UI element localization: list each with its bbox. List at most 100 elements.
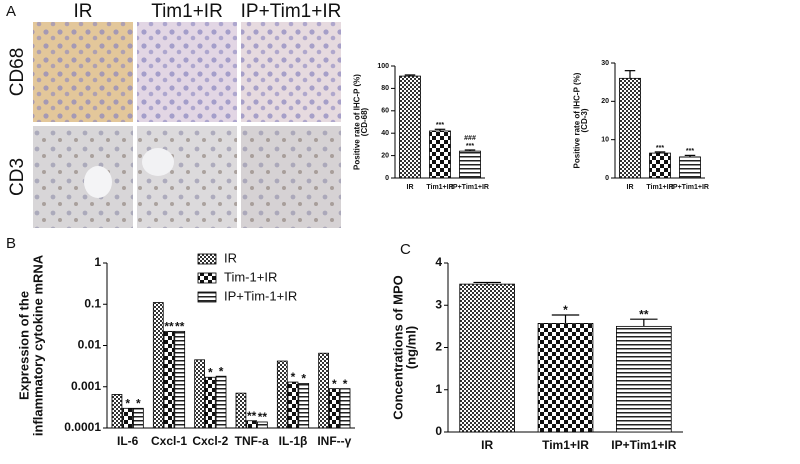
bar — [163, 330, 175, 429]
y-tick-label: 0.01 — [78, 338, 102, 352]
micrograph — [137, 126, 237, 228]
bar — [152, 302, 164, 429]
annotation: *** — [686, 148, 694, 155]
column-label: IP+Tim1+IR — [241, 1, 342, 22]
column-label: Tim1+IR — [151, 1, 223, 22]
bar — [298, 383, 310, 429]
x-tick-label: IR — [407, 184, 414, 191]
x-tick-label: IL-1β — [279, 434, 308, 448]
y-axis-label: inflammatory cytokine mRNA — [30, 254, 45, 436]
bar — [459, 283, 515, 433]
y-tick-label: 0.1 — [84, 296, 101, 310]
bar — [287, 381, 299, 429]
panel-label: C — [400, 241, 411, 258]
x-tick-label: INF--γ — [317, 434, 351, 448]
legend-swatch — [197, 253, 217, 265]
column-label: IR — [74, 1, 93, 22]
annotation: * — [219, 364, 224, 378]
x-tick-label: IP+Tim1+IR — [671, 184, 709, 191]
bar — [679, 156, 701, 179]
bar — [174, 330, 186, 429]
y-tick-label: 60 — [381, 108, 389, 115]
annotation: * — [291, 370, 296, 384]
row-label: CD3 — [7, 158, 28, 196]
annotation: * — [301, 372, 306, 386]
annotation: * — [332, 377, 337, 391]
bar — [215, 375, 227, 429]
bar — [619, 77, 641, 179]
vessel — [142, 148, 174, 176]
y-tick-label: 3 — [435, 297, 442, 311]
legend-label: IP+Tim-1+IR — [224, 288, 297, 303]
y-axis-label: Positive rate of IHC-P (%) — [573, 72, 582, 168]
legend-label: Tim-1+IR — [224, 269, 277, 284]
micrograph — [241, 126, 341, 228]
y-axis-label: (CD-68) — [360, 107, 369, 136]
x-tick-label: IR — [481, 438, 493, 452]
micrograph — [137, 22, 237, 122]
bar — [246, 420, 258, 429]
bar — [429, 130, 451, 179]
y-tick-label: 2 — [435, 340, 442, 354]
micrograph — [33, 22, 133, 122]
x-tick-label: TNF-a — [235, 434, 269, 448]
annotation: ** — [247, 409, 257, 423]
bar — [194, 359, 205, 429]
annotation: *** — [436, 122, 444, 129]
bar — [204, 376, 216, 429]
bar — [111, 394, 123, 429]
panel-label: B — [6, 235, 16, 252]
x-tick-label: Tim1+IR — [542, 438, 589, 452]
annotation: * — [563, 303, 568, 317]
y-axis-label: Expression of the — [16, 291, 31, 400]
annotation: * — [343, 377, 348, 391]
y-axis-label: Concentrations of MPO — [390, 275, 405, 419]
y-tick-label: 100 — [377, 63, 389, 70]
micrograph — [33, 126, 133, 228]
y-tick-label: 20 — [381, 152, 389, 159]
y-tick-label: 20 — [601, 98, 609, 105]
bar — [459, 150, 481, 179]
y-axis-label: (CD-3) — [580, 108, 589, 132]
legend-swatch — [197, 291, 217, 303]
bar — [133, 407, 144, 429]
y-tick-label: 30 — [601, 60, 609, 67]
y-axis-label: (ng/ml) — [403, 326, 418, 369]
row-label: CD68 — [7, 48, 28, 97]
y-axis-label: Positive rate of IHC-P (%) — [353, 74, 362, 170]
panel-label: A — [6, 3, 16, 20]
x-tick-label: Tim1+IR — [426, 184, 453, 191]
x-tick-label: Cxcl-1 — [151, 434, 187, 448]
y-tick-label: 40 — [381, 130, 389, 137]
x-tick-label: Tim1+IR — [646, 184, 673, 191]
y-tick-label: 1 — [94, 255, 101, 269]
bar — [318, 352, 329, 429]
y-tick-label: 0 — [605, 175, 609, 182]
bar — [276, 360, 288, 429]
legend-label: IR — [224, 250, 237, 265]
annotation: *** — [656, 145, 664, 152]
bar — [122, 407, 134, 429]
annotation: ** — [175, 320, 185, 334]
annotation: *** — [466, 143, 474, 150]
annotation: * — [208, 365, 213, 379]
bar — [649, 152, 671, 179]
micrographs — [33, 22, 341, 228]
annotation: ** — [258, 410, 268, 424]
micrograph — [241, 22, 341, 122]
x-tick-label: IR — [627, 184, 634, 191]
y-tick-label: 10 — [601, 137, 609, 144]
bar — [328, 388, 340, 429]
y-tick-label: 4 — [435, 255, 442, 269]
y-tick-label: 80 — [381, 85, 389, 92]
annotation: ### — [464, 135, 476, 142]
annotation: ** — [164, 320, 174, 334]
bar — [339, 388, 351, 429]
y-tick-label: 1 — [435, 382, 442, 396]
vessel — [84, 166, 112, 198]
x-tick-label: Cxcl-2 — [192, 434, 228, 448]
x-tick-label: IP+Tim1+IR — [451, 184, 489, 191]
x-tick-label: IP+Tim1+IR — [611, 438, 676, 452]
bar — [616, 325, 672, 433]
